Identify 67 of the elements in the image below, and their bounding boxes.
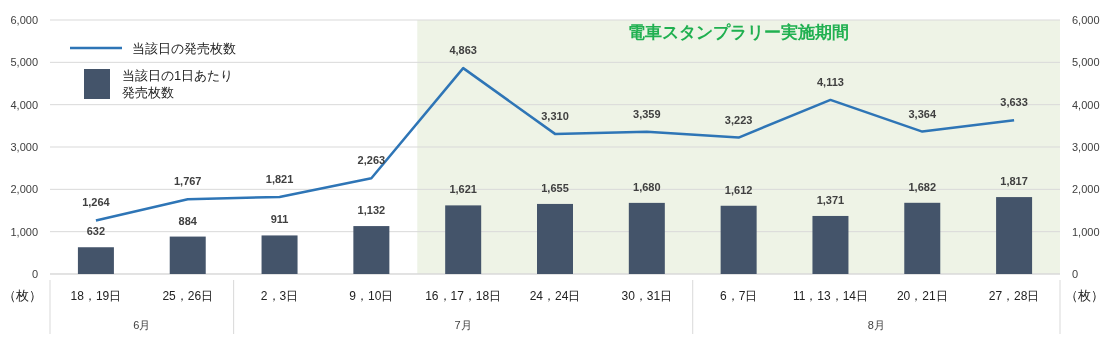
bar — [169, 236, 206, 274]
data-label: 1,371 — [816, 193, 845, 206]
data-label: 3,310 — [541, 109, 569, 122]
x-tick-label: 20，21日 — [896, 289, 948, 303]
x-tick-label: 30，31日 — [621, 289, 673, 303]
y2-tick-label: 1,000 — [1072, 225, 1100, 238]
y2-axis-title: （枚） — [1064, 288, 1104, 303]
text: 6月 — [133, 319, 151, 331]
x-tick-label: 11，13，14日 — [792, 289, 869, 303]
y2-tick-label: 6,000 — [1072, 14, 1100, 26]
data-label: 1,655 — [541, 181, 569, 194]
data-label: 1,821 — [265, 172, 294, 185]
x-tick-label: 9，10日 — [349, 289, 394, 303]
data-label: 1,817 — [1000, 175, 1028, 188]
data-label: 632 — [86, 225, 106, 238]
bar — [904, 202, 941, 274]
x-tick-label: 27，28日 — [988, 289, 1040, 303]
x-tick-label: 6，7日 — [719, 289, 758, 303]
legend: 当該日の発売枚数 当該日の1日あたり発売枚数 — [70, 41, 236, 100]
data-label: 911 — [270, 213, 289, 226]
data-label: 1,612 — [724, 183, 753, 196]
x-tick-label: 25，26日 — [162, 289, 214, 303]
data-label: 1,132 — [357, 204, 386, 217]
data-label: 1,682 — [908, 180, 937, 193]
data-label: 884 — [178, 214, 198, 227]
y-tick-label: 3,000 — [10, 141, 38, 153]
bar — [537, 203, 573, 274]
x-tick-label: 18，19日 — [70, 289, 122, 303]
y2-tick-label: 5,000 — [1072, 56, 1100, 69]
bar — [445, 205, 482, 274]
bar — [261, 235, 298, 274]
legend-label: 当該日の1日あたり発売枚数 — [122, 68, 234, 100]
data-label: 1,680 — [633, 180, 661, 193]
text: 7月 — [454, 319, 472, 331]
data-label: 3,633 — [1000, 96, 1028, 109]
y2-tick-label: 0 — [1072, 268, 1079, 280]
data-label: 1,621 — [449, 183, 477, 196]
bar — [628, 202, 665, 274]
data-label: 3,364 — [908, 107, 937, 120]
y-axis-title: （枚） — [2, 288, 42, 303]
bar — [353, 226, 390, 274]
x-tick-label: 24，24日 — [529, 289, 581, 303]
data-label: 1,264 — [82, 196, 111, 209]
bar — [720, 205, 757, 274]
y-tick-label: 2,000 — [10, 183, 38, 196]
y-tick-label: 5,000 — [10, 56, 38, 69]
y-tick-label: 6,000 — [10, 14, 38, 26]
band-label: 電車スタンプラリー実施期間 — [628, 23, 850, 42]
x-tick-label: 16，17，18日 — [425, 289, 502, 303]
y2-tick-label: 4,000 — [1072, 98, 1100, 111]
bar — [812, 215, 849, 274]
text: 8月 — [867, 319, 885, 331]
data-label: 4,863 — [449, 44, 477, 57]
y-tick-label: 1,000 — [10, 225, 38, 238]
x-tick-label: 2，3日 — [260, 289, 299, 303]
y2-tick-label: 3,000 — [1072, 141, 1100, 153]
data-label: 4,113 — [816, 75, 844, 88]
data-label: 2,263 — [357, 154, 386, 167]
bar — [77, 247, 114, 274]
data-label: 1,767 — [173, 175, 202, 188]
bar — [996, 197, 1033, 274]
data-label: 3,359 — [633, 107, 661, 120]
y-tick-label: 4,000 — [10, 98, 38, 111]
y-tick-label: 0 — [31, 268, 38, 280]
legend-label: 当該日の発売枚数 — [132, 41, 236, 56]
data-label: 3,223 — [724, 113, 753, 126]
y2-tick-label: 2,000 — [1072, 183, 1100, 196]
